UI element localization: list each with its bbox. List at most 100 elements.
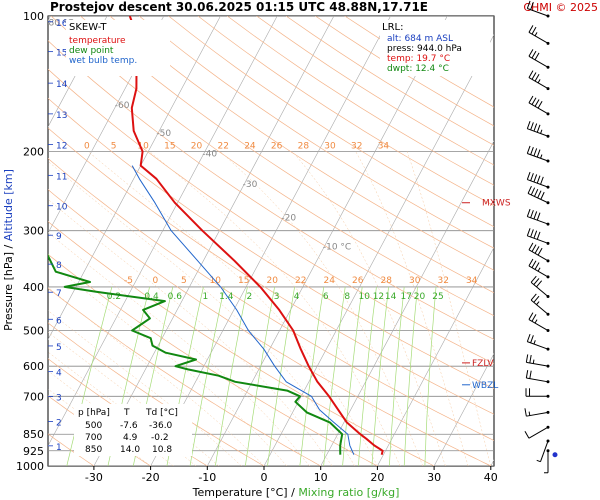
wind-barb-dot: [546, 14, 550, 18]
wind-barb-flag: [525, 354, 529, 363]
pressure-tick-label: 400: [23, 281, 44, 294]
wind-barb-dot: [546, 65, 550, 69]
lrl-box: LRL: alt: 684 m ASL press: 944.0 hPa tem…: [380, 20, 490, 76]
mixing-ratio-line: [245, 286, 275, 466]
wind-barb-flag: [531, 50, 537, 59]
wind-barb: [530, 275, 550, 298]
lrl-alt: alt: 684 m ASL: [387, 34, 453, 44]
moist-adiabat-line: [48, 331, 219, 466]
adiabat-label: 22: [218, 141, 229, 151]
mixing-ratio-label: 3: [274, 292, 280, 302]
table-cell: -0.2: [151, 433, 169, 443]
wind-barb-dot: [546, 380, 550, 384]
wind-barb-dot: [546, 259, 550, 263]
altitude-tick-label: 4: [56, 369, 62, 379]
mixing-ratio-line: [424, 286, 437, 466]
adiabat-label: 5: [181, 276, 187, 286]
series-line-wet-bulb-temp: [131, 165, 355, 455]
altitude-tick-label: 8: [56, 261, 62, 271]
isotherm-label: -30: [243, 180, 258, 190]
table-cell: 4.9: [123, 433, 138, 443]
adiabat-label: -5: [124, 276, 133, 286]
wind-barb-flag: [530, 229, 534, 238]
wind-barb: [528, 49, 550, 69]
wind-barb-flag: [531, 260, 537, 268]
wind-barb-dot: [546, 275, 550, 279]
isotherm-line: [320, 140, 494, 466]
x-tick-label: 10: [314, 471, 328, 484]
isotherm-label: -60: [115, 101, 130, 111]
axes: 1002003004005006007008509251000123456789…: [16, 10, 498, 484]
adiabat-label: 0: [84, 141, 90, 151]
x-tick-label: -30: [85, 471, 103, 484]
wind-barb: [525, 388, 550, 398]
wind-barb-half: [532, 359, 535, 364]
isotherm-label: -50: [156, 129, 171, 139]
table-cell: 14.0: [120, 445, 140, 455]
wind-barb-staff: [540, 440, 549, 462]
legend-title: SKEW-T: [69, 22, 107, 33]
mixing-ratio-label: 12: [373, 292, 384, 302]
moist-adiabat-line: [355, 151, 469, 466]
table-cell: -36.0: [149, 421, 173, 431]
wind-barb-flag: [531, 314, 537, 322]
wind-barb: [525, 370, 550, 384]
wind-barb-dot: [546, 134, 550, 138]
wind-barb-staff: [526, 361, 549, 367]
chart-title: Prostejov descent 30.06.2025 01:15 UTC 4…: [50, 0, 428, 14]
credit-text: CHMI © 2025: [523, 1, 598, 14]
table-cell: 700: [85, 433, 102, 443]
dry-adiabat-line: [80, 16, 494, 294]
mixing-ratio-label: 1: [202, 292, 208, 302]
adiabat-label: 28: [298, 141, 310, 151]
wind-barb-flag: [528, 95, 534, 104]
wind-barb: [528, 312, 550, 333]
altitude-tick-label: 12: [56, 142, 67, 152]
sounding-profiles: [48, 16, 384, 455]
mixing-ratio-line: [403, 286, 418, 466]
dry-adiabat-line: [197, 16, 494, 207]
plot-frame: [47, 15, 495, 467]
adiabat-label: 5: [111, 141, 117, 151]
wind-barb-staff: [526, 377, 549, 383]
pressure-tick-label: 700: [23, 390, 44, 403]
wind-barb-flag: [526, 145, 531, 154]
wind-barb-flag: [526, 121, 531, 129]
altitude-tick-label: 13: [56, 111, 67, 121]
mxws-marker: MXWS: [482, 199, 511, 209]
adiabat-label: 26: [352, 276, 364, 286]
dry-adiabat-line: [168, 16, 494, 228]
wind-barb-half: [540, 154, 543, 159]
legend-item-dewpoint: dew point: [69, 46, 114, 56]
wind-barb-flag: [528, 258, 534, 267]
table-cell: 850: [85, 445, 102, 455]
lrl-temp: temp: 19.7 °C: [387, 54, 450, 64]
wind-barb-half: [537, 267, 541, 272]
wind-barb-half: [534, 319, 538, 324]
mixing-ratio-line: [267, 286, 295, 466]
pressure-tick-label: 1000: [16, 460, 44, 473]
mixing-ratio-label: 0.4: [144, 292, 159, 302]
table-cell: -7.6: [120, 421, 138, 431]
mixing-ratio-label: 0.2: [107, 292, 121, 302]
wind-barb-dot: [546, 449, 550, 453]
x-tick-label: 30: [427, 471, 441, 484]
wind-barb-dot: [546, 394, 550, 398]
wind-barb-flag: [533, 123, 538, 132]
moist-adiabat-line: [48, 232, 310, 466]
adiabat-label: 20: [191, 141, 203, 151]
isotherm-label: -10 °C: [323, 242, 351, 252]
wind-barb-flag: [530, 293, 537, 301]
adiabat-label: 28: [381, 276, 393, 286]
wind-barb-dot: [546, 312, 550, 316]
wind-barb-flag: [534, 262, 540, 270]
mixing-ratio-line: [66, 286, 113, 466]
wind-barb-flag: [536, 124, 541, 133]
adiabat-label: 24: [244, 141, 256, 151]
wind-barb-flag: [526, 208, 531, 217]
wind-barb: [526, 333, 550, 351]
moist-adiabat-line: [48, 310, 242, 466]
wind-barb-flag: [536, 149, 541, 158]
table-header-t: T: [123, 408, 130, 418]
